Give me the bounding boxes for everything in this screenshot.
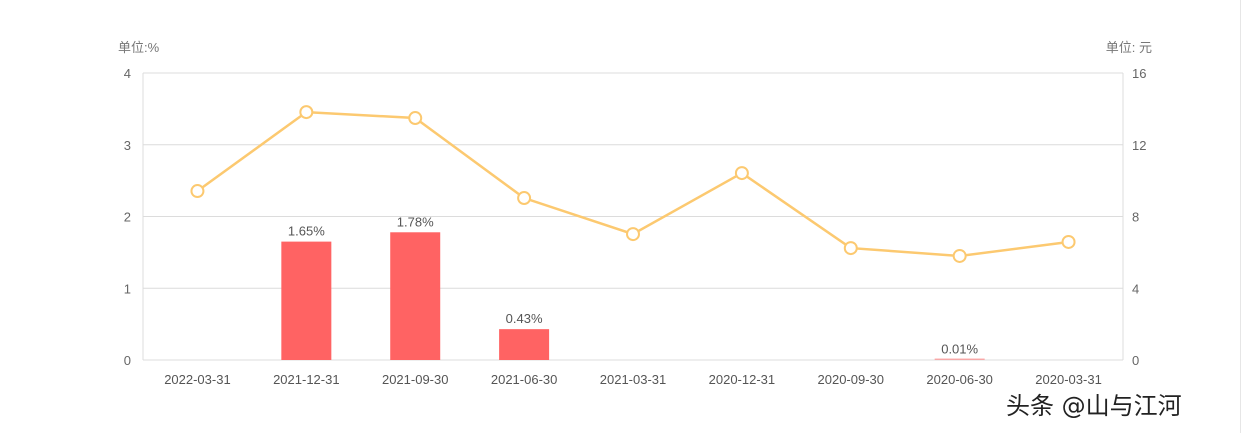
line-point <box>626 227 640 242</box>
x-tick-label: 2021-12-31 <box>273 372 340 387</box>
left-tick-label: 0 <box>124 353 131 368</box>
bar-data-label: 0.01% <box>941 341 978 356</box>
x-tick-label: 2021-06-30 <box>491 372 558 387</box>
left-tick-label: 2 <box>124 210 131 225</box>
bar-data-label: 1.78% <box>397 214 434 229</box>
x-tick-label: 2022-03-31 <box>164 372 231 387</box>
bar-data-label: 0.43% <box>506 311 543 326</box>
line-point <box>952 248 967 263</box>
x-tick-label: 2020-12-31 <box>709 372 776 387</box>
watermark: 头条 @山与江河 <box>1006 392 1182 420</box>
right-tick-label: 0 <box>1132 353 1139 368</box>
line-point <box>734 166 749 181</box>
bar <box>934 358 985 360</box>
line-point <box>517 191 532 206</box>
right-tick-label: 4 <box>1132 281 1139 296</box>
right-tick-label: 8 <box>1132 210 1139 225</box>
line-point <box>408 111 423 126</box>
bar <box>390 232 441 360</box>
bar <box>281 241 332 360</box>
bar <box>499 329 550 360</box>
left-axis-unit: 单位:% <box>118 40 160 55</box>
right-axis-unit: 单位: 元 <box>1106 40 1152 55</box>
left-tick-label: 1 <box>124 281 131 296</box>
x-tick-label: 2021-09-30 <box>382 372 449 387</box>
line-point <box>190 184 205 199</box>
left-tick-label: 3 <box>124 138 131 153</box>
right-tick-label: 16 <box>1132 66 1146 81</box>
left-tick-label: 4 <box>124 66 131 81</box>
line-point <box>299 105 314 120</box>
right-tick-label: 12 <box>1132 138 1146 153</box>
x-tick-label: 2020-09-30 <box>818 372 885 387</box>
panel-border <box>1240 0 1241 433</box>
x-tick-label: 2020-06-30 <box>926 372 993 387</box>
bar-data-label: 1.65% <box>288 224 325 239</box>
x-tick-label: 2021-03-31 <box>600 372 667 387</box>
line-point <box>1061 234 1076 249</box>
x-tick-label: 2020-03-31 <box>1035 372 1102 387</box>
line-point <box>843 241 858 256</box>
